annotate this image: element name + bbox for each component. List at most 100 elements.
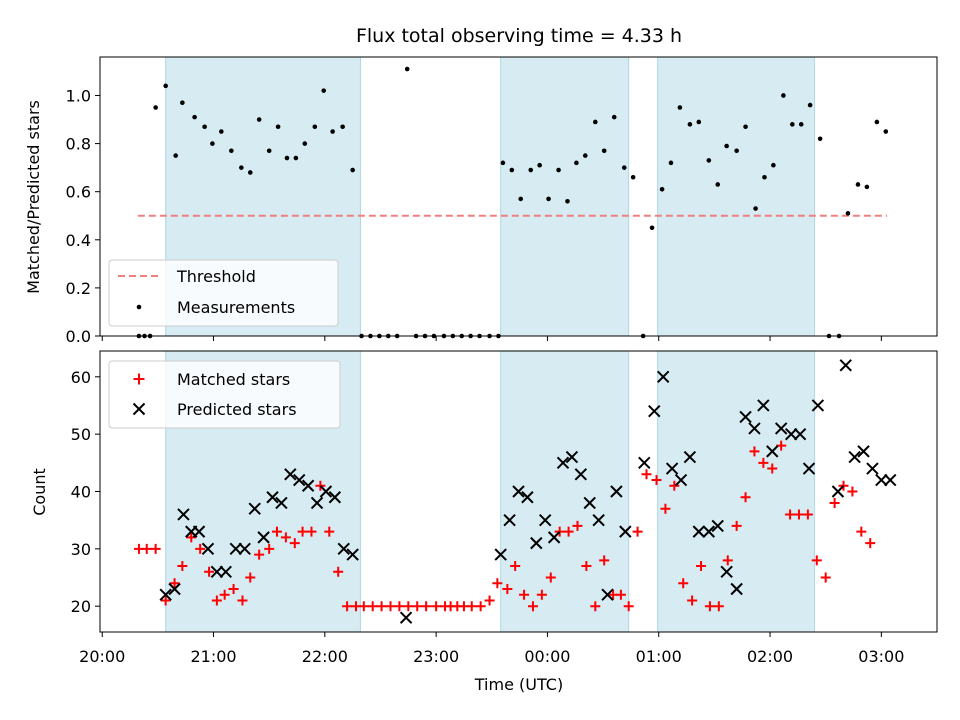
matched-star-point: [687, 595, 698, 606]
matched-star-point: [219, 589, 230, 600]
predicted-star-point: [192, 525, 206, 538]
top-y-tick-label: 0.6: [66, 183, 91, 202]
matched-star-point: [245, 572, 256, 583]
matched-star-point: [324, 526, 335, 537]
predicted-star-point: [399, 611, 413, 624]
measurement-point: [202, 124, 207, 130]
matched-star-point: [431, 601, 442, 612]
matched-star-point: [306, 526, 317, 537]
matched-star-point: [169, 578, 180, 589]
predicted-star-point: [512, 485, 525, 498]
measurement-point: [340, 124, 345, 130]
predicted-star-point: [711, 519, 724, 533]
predicted-star-point: [210, 565, 224, 578]
matched-star-point: [599, 555, 610, 566]
x-axis-label: Time (UTC): [474, 675, 563, 694]
matched-star-point: [195, 543, 206, 554]
x-tick-label: 01:00: [636, 647, 682, 666]
measurement-point: [855, 182, 861, 187]
measurements-legend-marker: [136, 304, 142, 310]
matched-star-point: [632, 526, 643, 537]
predicted-star-point: [284, 468, 297, 481]
matched-star-point: [160, 595, 171, 606]
top-x-ticks: [101, 336, 882, 341]
measurement-point: [330, 129, 335, 134]
measurement-point: [518, 196, 524, 202]
measurement-point: [350, 167, 355, 173]
measurements-legend-label: Measurements: [177, 298, 295, 317]
predicted-star-point: [674, 473, 688, 487]
measurement-point: [229, 148, 234, 154]
x-tick-label: 03:00: [858, 647, 904, 666]
bottom-y-tick-label: 20: [71, 597, 91, 616]
measurement-point: [173, 153, 178, 158]
bottom-y-tick-label: 50: [71, 425, 91, 444]
measurement-point: [247, 170, 253, 175]
matched-star-point: [704, 601, 715, 612]
predicted-star-point: [793, 427, 807, 441]
matched-star-point: [141, 543, 152, 554]
bottom-legend: Matched stars Predicted stars: [108, 360, 341, 429]
matched-star-point: [731, 520, 742, 531]
matched-star-point: [767, 463, 778, 474]
measurement-point: [677, 105, 683, 110]
measurement-point: [790, 122, 795, 127]
matched-star-point: [527, 601, 538, 612]
predicted-star-point: [702, 525, 716, 538]
matched-star-point: [264, 543, 275, 554]
top-panel: 0.0 0.2 0.4 0.6 0.8 1.0 Matched/Predicted sta…: [24, 56, 938, 346]
x-tick-label: 20:00: [79, 647, 125, 666]
matched-star-point: [678, 578, 689, 589]
measurement-point: [864, 184, 870, 190]
measurement-point: [266, 148, 272, 154]
matched-star-point: [150, 543, 161, 554]
predicted-star-point: [539, 513, 552, 527]
predicted-star-point: [610, 485, 623, 498]
predicted-star-point: [293, 473, 306, 487]
matched-star-point: [315, 480, 326, 491]
matched-star-point: [412, 601, 423, 612]
matched-star-point: [211, 595, 222, 606]
matched-star-point: [590, 601, 601, 612]
matched-star-point: [820, 572, 831, 583]
top-y-tick-label: 0.0: [66, 327, 91, 346]
matched-star-point: [669, 480, 680, 491]
matched-star-point: [856, 526, 867, 537]
predicted-star-point: [177, 508, 190, 521]
predicted-star-point: [275, 496, 288, 510]
predicted-star-point: [583, 496, 596, 510]
matched-star-point: [492, 578, 503, 589]
measurement-point: [565, 199, 570, 204]
matched-star-point: [615, 589, 626, 600]
measurement-point: [817, 136, 823, 142]
predicted-star-point: [238, 542, 251, 556]
matched-star-point: [838, 480, 849, 491]
measurement-point: [582, 153, 588, 158]
x-tick-label: 23:00: [413, 647, 459, 666]
predicted-star-point: [201, 542, 215, 556]
top-y-tick-label: 0.2: [66, 279, 91, 298]
measurement-point: [807, 102, 813, 108]
predicted-legend-label: Predicted stars: [177, 400, 297, 419]
top-y-ticks: 0.0 0.2 0.4 0.6 0.8 1.0: [66, 86, 100, 346]
matched-star-point: [466, 601, 477, 612]
measurement-point: [845, 211, 851, 216]
predicted-star-point: [638, 456, 651, 470]
measurement-point: [163, 83, 168, 89]
matched-star-point: [785, 509, 796, 520]
measurement-point: [659, 186, 665, 192]
matched-star-point: [847, 486, 858, 497]
predicted-star-point: [574, 468, 588, 481]
predicted-star-point: [530, 536, 543, 550]
matched-star-point: [740, 492, 751, 503]
matched-star-point: [484, 595, 495, 606]
predicted-star-point: [301, 479, 315, 492]
predicted-star-point: [730, 582, 743, 596]
measurement-point: [753, 206, 758, 211]
matched-star-point: [342, 601, 353, 612]
matched-star-point: [385, 601, 396, 612]
bottom-legend-box: [108, 360, 341, 429]
bottom-y-axis-label: Count: [30, 468, 49, 516]
predicted-star-point: [720, 565, 733, 578]
predicted-star-point: [665, 462, 679, 475]
